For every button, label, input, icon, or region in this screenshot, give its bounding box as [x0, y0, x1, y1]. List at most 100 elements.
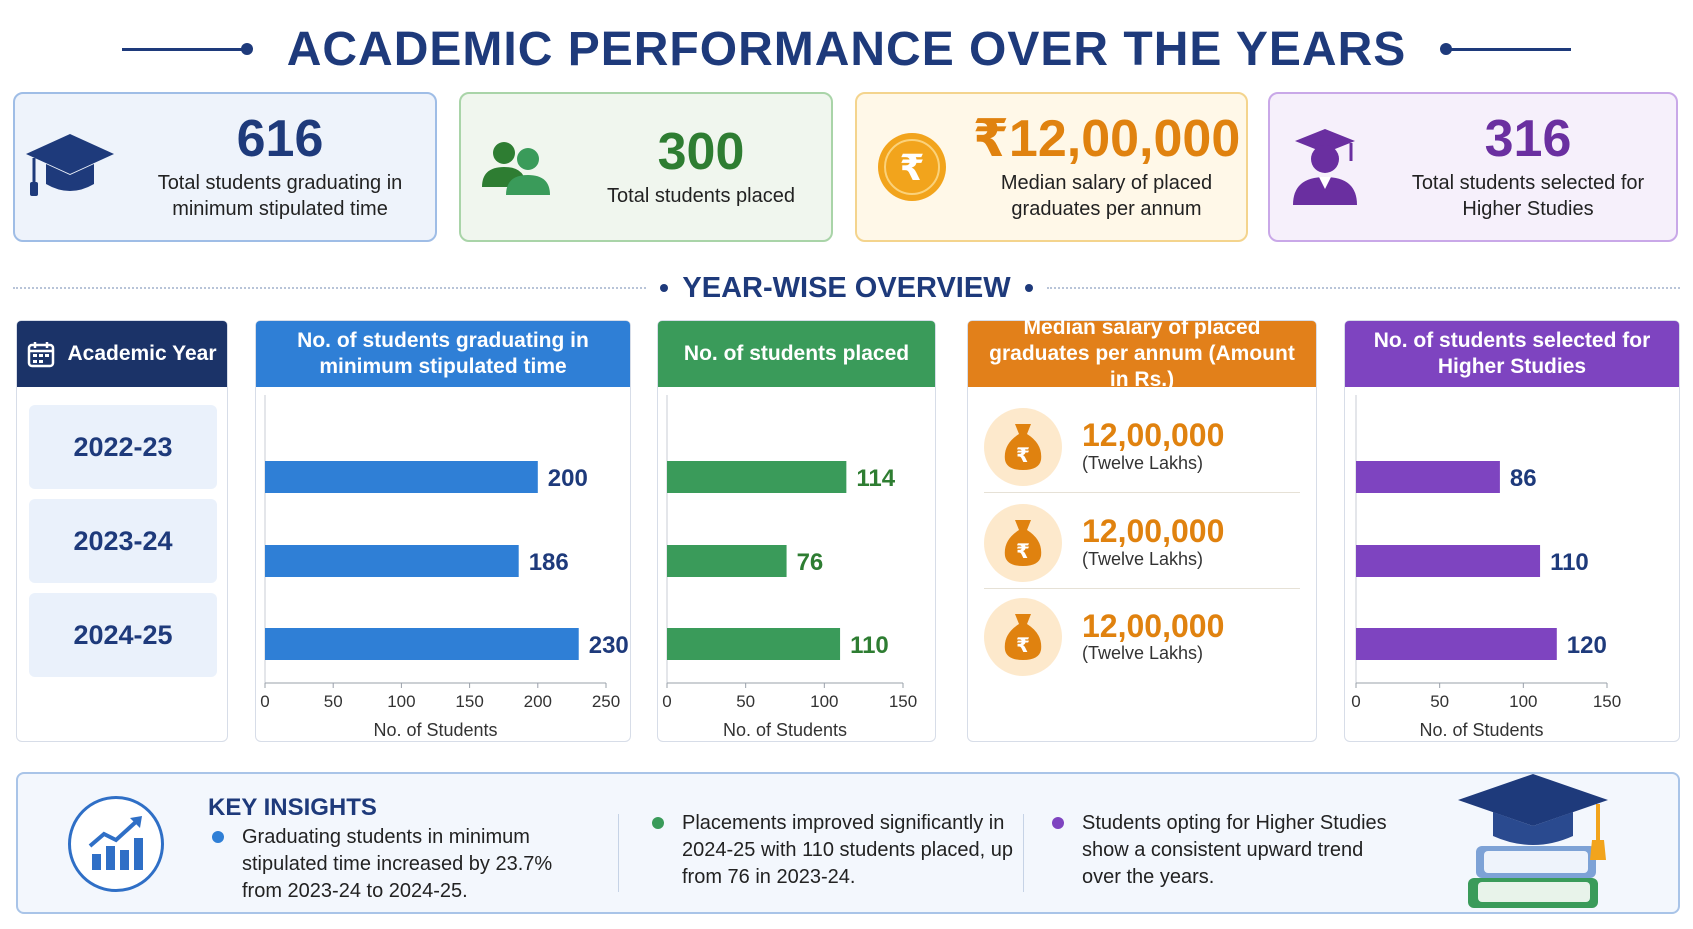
placed-total-label: Total students placed [607, 185, 795, 208]
title-row: ACADEMIC PERFORMANCE OVER THE YEARS [0, 14, 1693, 84]
salary-amount-words: (Twelve Lakhs) [1082, 548, 1204, 569]
x-tick-label: 200 [524, 692, 552, 711]
higher-studies-total-label: Total students selected for Higher Studi… [1411, 172, 1645, 221]
insight-divider [618, 814, 619, 892]
graduation-cap-icon [15, 132, 125, 202]
summary-card-placed: 300 Total students placed [459, 92, 833, 242]
bullet-dot [1052, 817, 1064, 829]
bar [667, 461, 847, 493]
x-axis-title: No. of Students [373, 720, 497, 740]
graduating-total-value: 616 [236, 109, 324, 168]
bar [667, 545, 787, 577]
x-tick-label: 0 [260, 692, 269, 711]
bar [1356, 545, 1541, 577]
summary-card-higher-studies: 316 Total students selected for Higher S… [1268, 92, 1678, 242]
salary-panel-title: Median salary of placed graduates per an… [968, 316, 1316, 391]
year-label: 2022-23 [29, 405, 217, 489]
year-label: 2024-25 [29, 593, 217, 677]
insight-text: Graduating students in minimum stipulate… [242, 826, 553, 902]
placed-total-value: 300 [657, 122, 745, 181]
bar-value-label: 186 [529, 549, 569, 576]
bar [265, 628, 579, 660]
money-bag-icon: ₹ [984, 598, 1062, 676]
bar [265, 545, 519, 577]
bar-value-label: 120 [1567, 632, 1607, 659]
bar-value-label: 110 [850, 632, 889, 659]
x-tick-label: 0 [1351, 692, 1360, 711]
bar [1356, 628, 1557, 660]
salary-row: ₹ 12,00,000 (Twelve Lakhs) [984, 591, 1300, 683]
page-title: ACADEMIC PERFORMANCE OVER THE YEARS [286, 22, 1407, 76]
bar [667, 628, 841, 660]
graduating-chart-title: No. of students graduating in minimum st… [256, 321, 630, 387]
svg-text:₹: ₹ [1016, 539, 1030, 563]
salary-amount-words: (Twelve Lakhs) [1082, 643, 1204, 664]
x-tick-label: 0 [662, 692, 671, 711]
salary-row: ₹ 12,00,000 (Twelve Lakhs) [984, 497, 1300, 589]
x-tick-label: 50 [324, 692, 343, 711]
svg-text:₹: ₹ [899, 148, 924, 189]
title-decoration-right [1440, 42, 1572, 55]
salary-amount: 12,00,000 [1082, 607, 1225, 644]
bullet-dot [212, 831, 224, 843]
title-decoration-left [121, 42, 253, 55]
x-tick-label: 100 [387, 692, 415, 711]
salary-amount: 12,00,000 [1082, 417, 1225, 454]
placed-chart-title: No. of students placed [658, 321, 935, 387]
summary-card-salary: ₹ ₹12,00,000 Median salary of placed gra… [855, 92, 1248, 242]
section-dot-right [1024, 284, 1033, 292]
higher-studies-chart-panel: No. of students selected for Higher Stud… [1344, 320, 1680, 742]
x-tick-label: 250 [592, 692, 620, 711]
graduating-total-label: Total students graduating in minimum sti… [157, 172, 403, 221]
insight-item: Placements improved significantly in 202… [648, 810, 1018, 891]
money-bag-icon: ₹ [984, 407, 1062, 486]
higher-studies-bar-chart: 0 50 100 150 86 110 120 No. of Students [1351, 395, 1621, 740]
users-icon [461, 137, 571, 197]
bar [1356, 461, 1500, 493]
section-heading: YEAR-WISE OVERVIEW [13, 268, 1680, 308]
higher-studies-total-value: 316 [1484, 109, 1572, 168]
salary-median-value: ₹12,00,000 [972, 109, 1241, 168]
svg-text:₹: ₹ [1016, 443, 1030, 467]
insight-item: Graduating students in minimum stipulate… [208, 824, 578, 905]
x-tick-label: 100 [810, 692, 838, 711]
books-graduation-cap-icon [1448, 774, 1618, 919]
bar-value-label: 200 [548, 465, 588, 492]
rupee-coin-icon: ₹ [857, 131, 967, 203]
academic-year-header: Academic Year [17, 321, 227, 387]
insight-text: Placements improved significantly in 202… [682, 812, 1013, 888]
bullet-dot [652, 817, 664, 829]
salary-row: ₹ 12,00,000 (Twelve Lakhs) [984, 401, 1300, 493]
key-insights-title: KEY INSIGHTS [208, 794, 377, 821]
bar-value-label: 114 [856, 465, 895, 492]
section-divider-right [1046, 287, 1680, 289]
x-tick-label: 150 [889, 692, 917, 711]
graduating-chart-panel: No. of students graduating in minimum st… [255, 320, 631, 742]
bar-value-label: 230 [589, 632, 629, 659]
insight-text: Students opting for Higher Studies show … [1082, 812, 1387, 888]
section-divider-left [13, 287, 647, 289]
x-axis-title: No. of Students [723, 720, 847, 740]
salary-amount: 12,00,000 [1082, 513, 1225, 550]
bar [265, 461, 538, 493]
graduate-person-icon [1270, 127, 1380, 207]
salary-median-label: Median salary of placed graduates per an… [1000, 172, 1213, 221]
money-bag-icon: ₹ [984, 503, 1062, 582]
calendar-icon [27, 340, 55, 368]
bar-value-label: 110 [1550, 549, 1589, 576]
insight-item: Students opting for Higher Studies show … [1048, 810, 1388, 891]
x-axis-title: No. of Students [1419, 720, 1543, 740]
placed-bar-chart: 0 50 100 150 114 76 110 No. of Students [662, 395, 917, 740]
graduating-bar-chart: 0 50 100 150 200 250 200 186 230 No. of Students [260, 395, 629, 740]
year-label: 2023-24 [29, 499, 217, 583]
summary-card-graduating: 616 Total students graduating in minimum… [13, 92, 437, 242]
section-dot-left [660, 284, 669, 292]
higher-studies-chart-title: No. of students selected for Higher Stud… [1345, 321, 1679, 387]
salary-amount-words: (Twelve Lakhs) [1082, 452, 1204, 473]
x-tick-label: 150 [455, 692, 483, 711]
x-tick-label: 50 [1430, 692, 1449, 711]
placed-chart-panel: No. of students placed 0 50 100 150 114 76 110… [657, 320, 936, 742]
academic-year-panel: Academic Year 2022-23 2023-24 2024-25 [16, 320, 228, 742]
insight-divider [1023, 814, 1024, 892]
academic-year-header-label: Academic Year [67, 341, 217, 365]
